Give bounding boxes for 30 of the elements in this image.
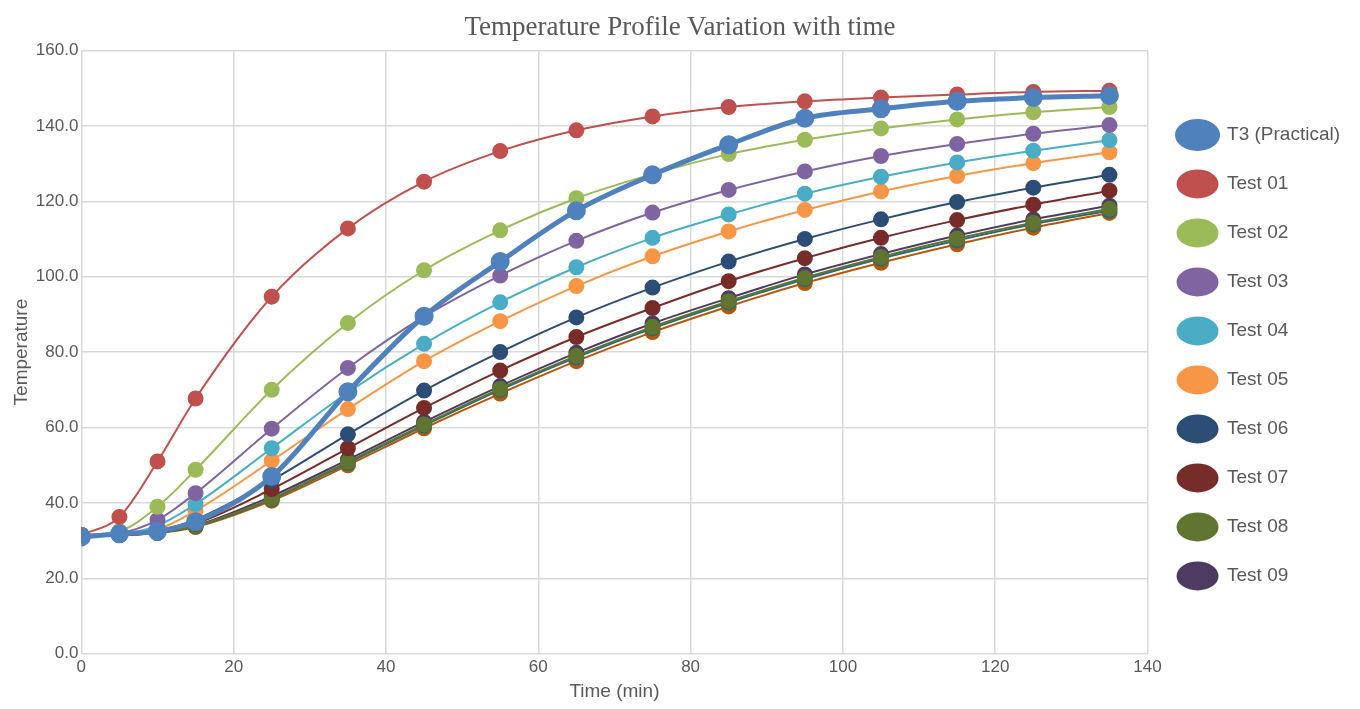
x-tick-label: 20 — [224, 656, 244, 676]
legend-label: T3 (Practical) — [1227, 123, 1341, 145]
y-tick-label: 20.0 — [45, 568, 79, 588]
legend-label: Test 06 — [1227, 417, 1289, 439]
y-tick-label: 60.0 — [45, 417, 79, 437]
legend-label: Test 05 — [1227, 368, 1289, 390]
x-tick-label: 40 — [376, 656, 396, 676]
x-tick-label: 100 — [828, 656, 858, 676]
x-tick-label: 120 — [981, 656, 1010, 676]
y-tick-label: 100.0 — [35, 266, 79, 286]
legend-label: Test 07 — [1227, 466, 1289, 488]
y-tick-label: 140.0 — [35, 115, 79, 135]
y-tick-label: 40.0 — [45, 492, 79, 512]
y-tick-label: 160.0 — [35, 40, 79, 60]
chart-title: Temperature Profile Variation with time — [464, 11, 896, 42]
legend-label: Test 04 — [1227, 319, 1289, 341]
x-tick-label: 140 — [1133, 656, 1162, 676]
y-tick-label: 120.0 — [35, 190, 79, 210]
x-axis-title: Time (min) — [569, 679, 660, 701]
x-tick-label: 60 — [528, 656, 548, 676]
y-tick-label: 80.0 — [45, 341, 79, 361]
y-axis-title: Temperature — [9, 298, 31, 406]
y-tick-label: 0.0 — [54, 643, 79, 663]
legend-label: Test 02 — [1227, 221, 1289, 243]
legend-label: Test 03 — [1227, 270, 1289, 292]
legend-label: Test 08 — [1227, 515, 1289, 537]
x-tick-label: 0 — [76, 656, 87, 676]
legend-label: Test 09 — [1227, 564, 1289, 586]
legend-label: Test 01 — [1227, 172, 1289, 194]
x-tick-label: 80 — [681, 656, 701, 676]
